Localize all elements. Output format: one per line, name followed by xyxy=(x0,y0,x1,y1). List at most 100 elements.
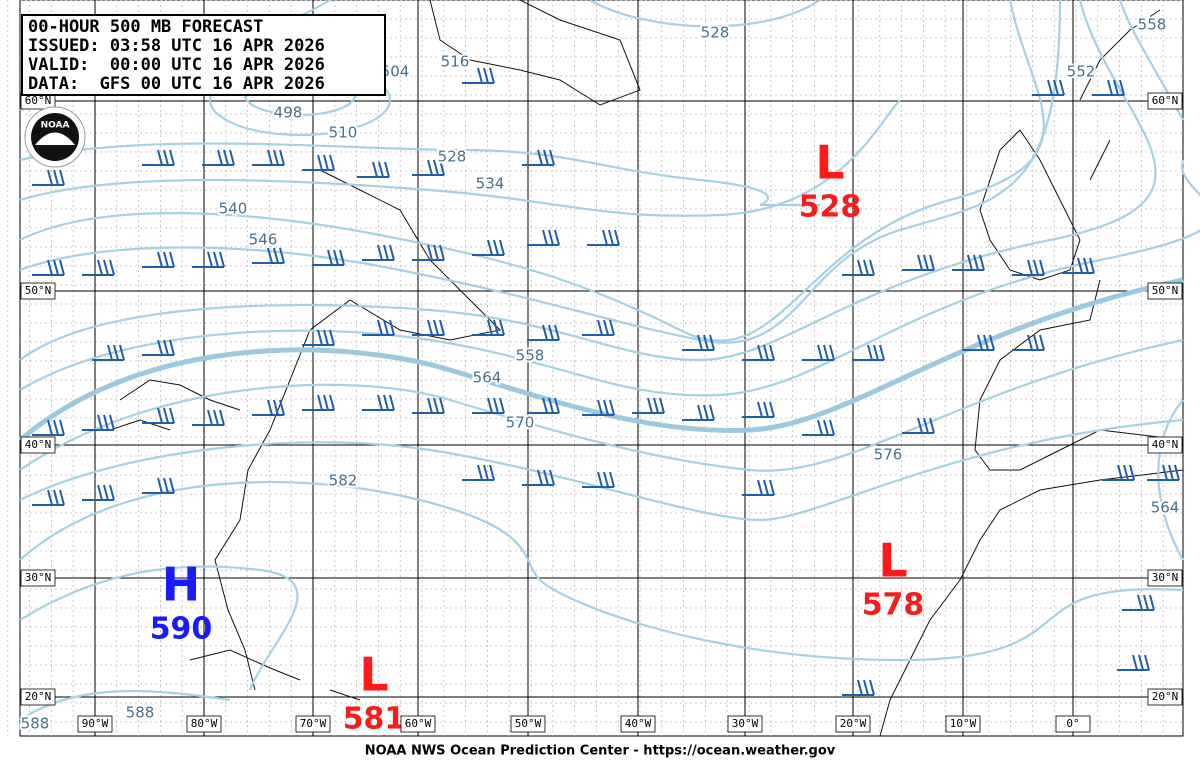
wind-barb xyxy=(902,417,935,434)
wind-barb xyxy=(82,484,115,501)
wind-barb xyxy=(462,464,495,481)
label-box xyxy=(1147,436,1183,454)
contour-label: 498 xyxy=(274,104,303,122)
label-box xyxy=(20,688,56,706)
wind-barb xyxy=(1102,464,1135,481)
wind-barb xyxy=(1062,257,1095,274)
label-box xyxy=(510,715,546,733)
wind-barb xyxy=(312,249,345,266)
wind-barb xyxy=(632,397,665,414)
wind-barb xyxy=(952,254,985,271)
contour-label: 558 xyxy=(516,347,545,365)
wind-barb xyxy=(192,409,225,426)
wind-barb xyxy=(852,344,885,361)
coordinate-label: 50°N xyxy=(25,284,52,297)
wind-barb xyxy=(582,319,615,336)
coordinate-label: 50°W xyxy=(515,717,542,730)
wind-barb xyxy=(32,419,65,436)
logo-bird xyxy=(35,132,75,145)
label-box xyxy=(400,715,436,733)
label-box xyxy=(186,715,222,733)
header-line: DATA: GFS 00 UTC 16 APR 2026 xyxy=(28,74,325,94)
wind-barb xyxy=(1117,654,1150,671)
label-box xyxy=(1055,715,1091,733)
wind-barb xyxy=(82,259,115,276)
header-line: ISSUED: 03:58 UTC 16 APR 2026 xyxy=(28,36,325,56)
wind-barb xyxy=(32,169,65,186)
wind-barb xyxy=(842,679,875,696)
wind-barb xyxy=(32,259,65,276)
coastline xyxy=(429,0,641,106)
wind-barb xyxy=(192,251,225,268)
wind-barb xyxy=(522,149,555,166)
wind-barb xyxy=(32,489,65,506)
wind-barb xyxy=(472,319,505,336)
coordinate-label: 70°W xyxy=(300,717,327,730)
contour-label: 516 xyxy=(441,53,470,71)
jet-contour xyxy=(18,277,1184,442)
wind-barb xyxy=(302,394,335,411)
contour-line xyxy=(19,480,1184,662)
wind-barb xyxy=(962,334,995,351)
wind-barb xyxy=(362,394,395,411)
contour-label: 564 xyxy=(1151,499,1180,517)
contour-label: 534 xyxy=(476,175,505,193)
contour-label: 540 xyxy=(219,200,248,218)
label-box xyxy=(945,715,981,733)
wind-barbs xyxy=(32,67,1180,696)
wind-barb xyxy=(142,149,175,166)
label-box xyxy=(1147,282,1183,300)
grid xyxy=(7,0,1183,736)
wind-barb xyxy=(472,397,505,414)
wind-barb xyxy=(742,401,775,418)
wind-barb xyxy=(682,404,715,421)
label-box xyxy=(727,715,763,733)
wind-barb xyxy=(1012,259,1045,276)
center-symbol: L xyxy=(359,648,388,702)
coastline xyxy=(1079,9,1161,181)
wind-barb xyxy=(522,469,555,486)
coordinate-label: 40°N xyxy=(1152,438,1179,451)
wind-barb xyxy=(802,419,835,436)
wind-barb xyxy=(802,344,835,361)
wind-barb xyxy=(302,329,335,346)
coastline xyxy=(214,169,502,691)
wind-barb xyxy=(252,149,285,166)
contour-label: 558 xyxy=(1138,16,1167,34)
contour-label: 576 xyxy=(874,446,903,464)
wind-barb xyxy=(682,334,715,351)
coordinate-label: 20°N xyxy=(25,690,52,703)
wind-barb xyxy=(142,251,175,268)
coastline xyxy=(879,469,1184,737)
map-frame xyxy=(19,0,1184,737)
contour-label: 504 xyxy=(381,63,410,81)
label-box xyxy=(835,715,871,733)
wind-barb xyxy=(362,244,395,261)
contour-label: 582 xyxy=(329,472,358,490)
center-symbol: L xyxy=(878,534,907,588)
contour-label: 528 xyxy=(438,148,467,166)
wind-barb xyxy=(412,159,445,176)
contour-line xyxy=(19,142,820,207)
coordinate-label: 40°N xyxy=(25,438,52,451)
contour-line xyxy=(19,418,1184,522)
header-frame xyxy=(21,14,386,96)
wind-barb xyxy=(412,319,445,336)
contour-line xyxy=(19,0,1157,362)
wind-barb xyxy=(902,254,935,271)
contour-line xyxy=(1157,399,1184,561)
coordinate-labels: 60°N 60°N 50°N 50°N 40°N 40°N 30°N 30°N 20°N 20°N… xyxy=(20,92,1183,733)
label-box xyxy=(295,715,331,733)
contour-label: 570 xyxy=(506,414,535,432)
contour-label: 528 xyxy=(701,24,730,42)
label-box xyxy=(1147,688,1183,706)
coordinate-label: 20°N xyxy=(1152,690,1179,703)
contour-label: 552 xyxy=(1067,63,1096,81)
label-box xyxy=(620,715,656,733)
wind-barb xyxy=(252,399,285,416)
contour-line xyxy=(19,159,1200,397)
coordinate-label: 30°N xyxy=(25,571,52,584)
header-line: VALID: 00:00 UTC 16 APR 2026 xyxy=(28,55,325,75)
